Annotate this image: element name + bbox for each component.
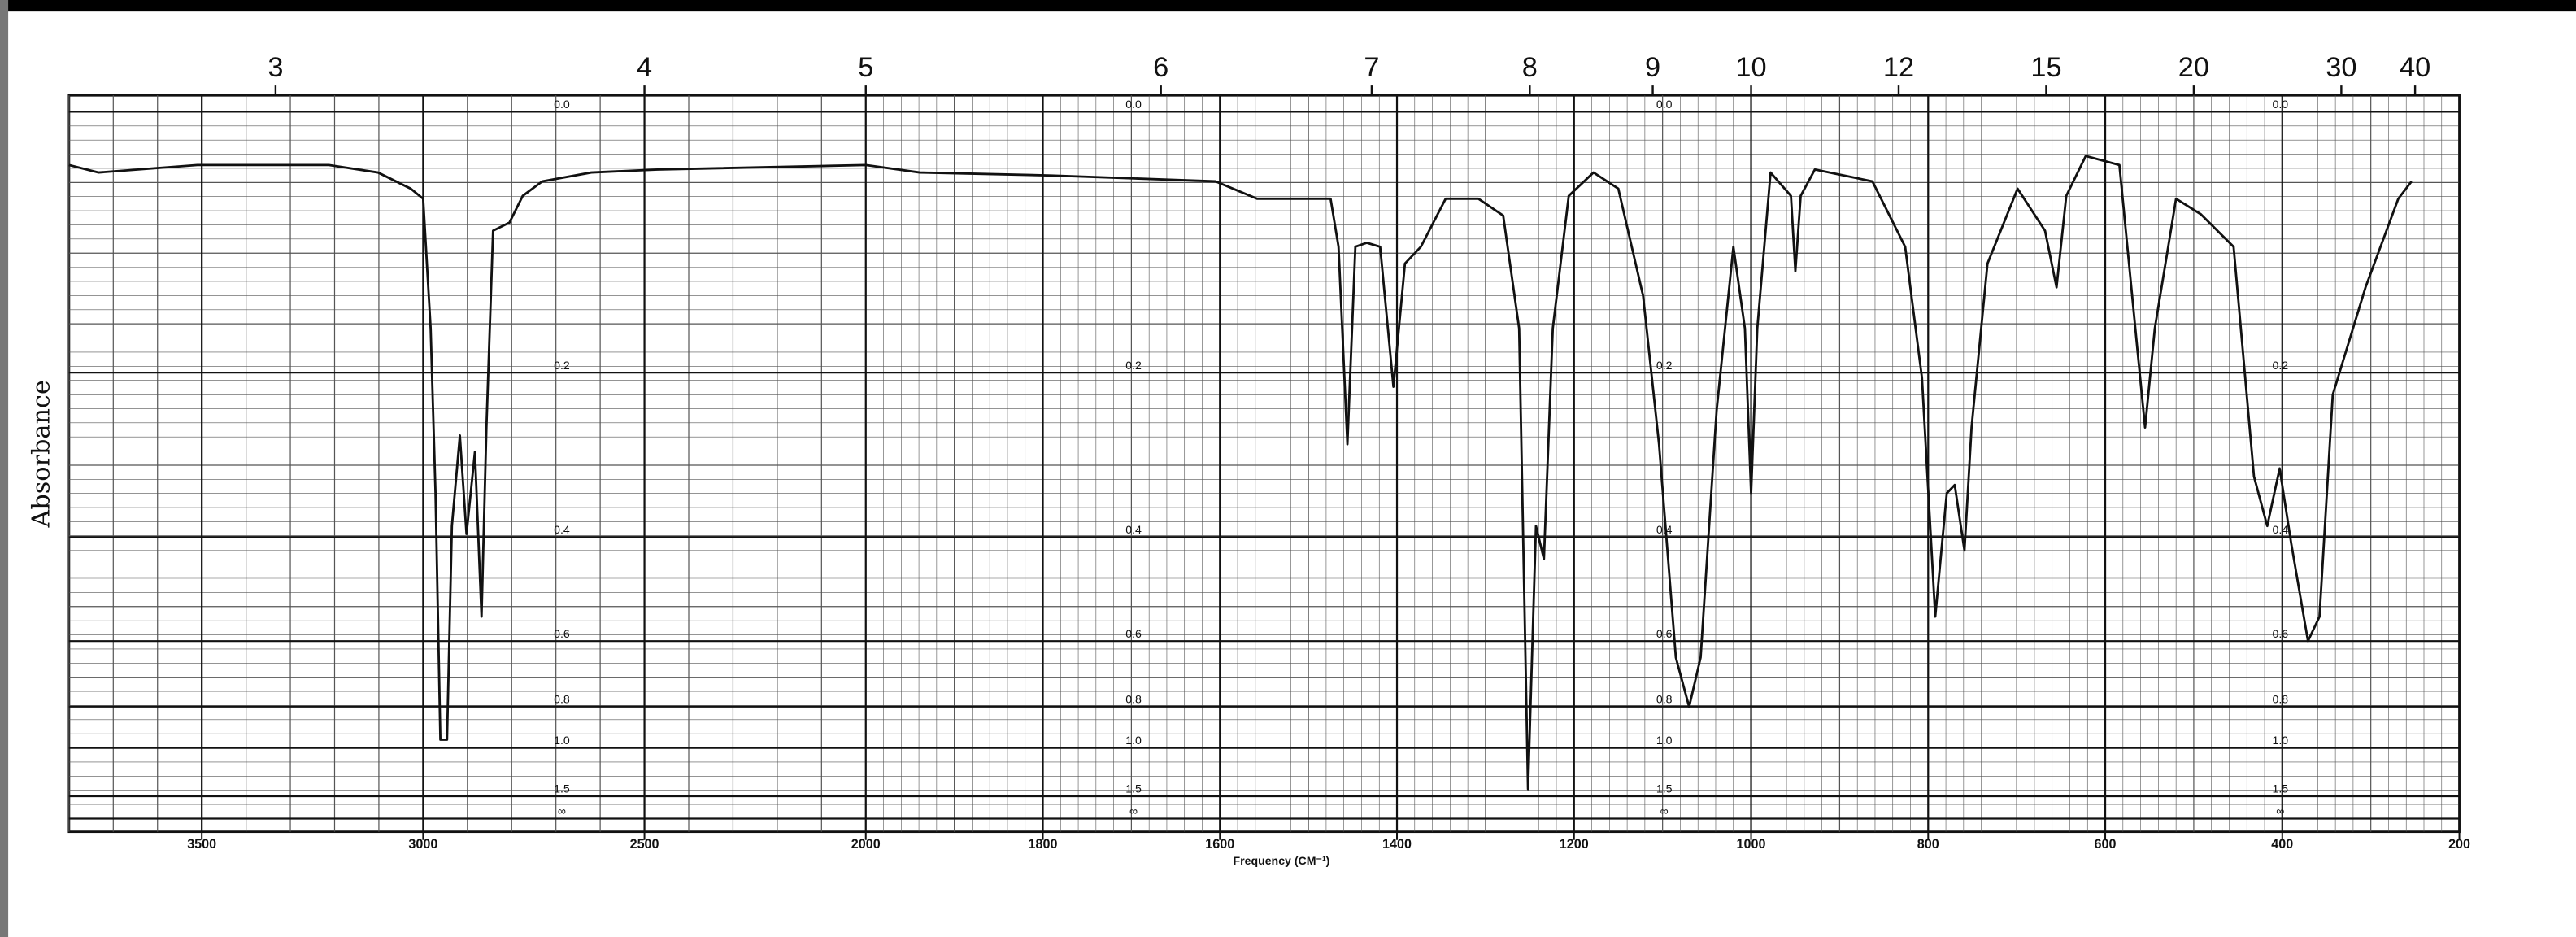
y-tick-label: 0.2 xyxy=(1656,359,1673,372)
x-tick-label: 2500 xyxy=(630,837,659,852)
x2-tick-label: 30 xyxy=(2326,52,2356,83)
x2-tick-label: 12 xyxy=(1883,52,1914,83)
x-tick-label: 1000 xyxy=(1737,837,1766,852)
top-border xyxy=(0,0,2576,12)
y-tick-label: 0.8 xyxy=(1125,692,1142,705)
x-tick-label: 1400 xyxy=(1382,837,1412,852)
y-tick-label: 1.0 xyxy=(554,734,570,747)
x2-tick-label: 5 xyxy=(858,52,873,83)
x-tick-label: 800 xyxy=(1917,837,1939,852)
x-tick-label: 400 xyxy=(2271,837,2293,852)
x-tick-label: 1200 xyxy=(1560,837,1589,852)
spectrum-line xyxy=(68,155,2413,791)
y-tick-label: ∞ xyxy=(2276,804,2284,817)
x-tick-label: 3000 xyxy=(408,837,437,852)
x2-tick-label: 6 xyxy=(1153,52,1168,83)
y-tick-label: 0.6 xyxy=(1656,627,1673,640)
y-tick-label: 0.8 xyxy=(554,692,570,705)
x2-tick-label: 20 xyxy=(2178,52,2209,83)
y-tick-label: 1.0 xyxy=(2273,734,2289,747)
y-tick-label: 0.2 xyxy=(1125,359,1142,372)
y-tick-label: 0.6 xyxy=(554,627,570,640)
y-tick-label: 1.5 xyxy=(2273,782,2289,795)
y-tick-label: 0.4 xyxy=(1125,523,1142,536)
x2-tick-label: 40 xyxy=(2400,52,2430,83)
x-tick-label: 200 xyxy=(2448,837,2470,852)
x-tick-label: 3500 xyxy=(187,837,216,852)
x-axis-label: Frequency (CM⁻¹) xyxy=(1233,854,1329,867)
y-tick-label: ∞ xyxy=(1129,804,1138,817)
x2-tick-label: 3 xyxy=(268,52,283,83)
x2-tick-label: 7 xyxy=(1364,52,1379,83)
y-tick-label: 0.2 xyxy=(554,359,570,372)
x2-tick-label: 10 xyxy=(1735,52,1766,83)
y-tick-label: 1.5 xyxy=(1125,782,1142,795)
y-tick-label: 0.4 xyxy=(1656,523,1673,536)
x2-tick-label: 4 xyxy=(637,52,652,83)
y-tick-label: 0.6 xyxy=(1125,627,1142,640)
y-tick-label: 0.8 xyxy=(2273,692,2289,705)
y-tick-label: 0.0 xyxy=(2273,98,2289,111)
x-tick-label: 1800 xyxy=(1029,837,1058,852)
y-tick-label: ∞ xyxy=(1660,804,1669,817)
y-tick-label: 0.6 xyxy=(2273,627,2289,640)
x-tick-label: 600 xyxy=(2095,837,2117,852)
y-tick-label: 0.4 xyxy=(2273,523,2289,536)
y-tick-label: 0.0 xyxy=(1125,98,1142,111)
x2-tick-label: 9 xyxy=(1645,52,1660,83)
y-tick-label: ∞ xyxy=(558,804,566,817)
y-tick-label: 0.2 xyxy=(2273,359,2289,372)
plot-frame xyxy=(67,94,2461,834)
y-tick-label: 1.0 xyxy=(1656,734,1673,747)
x-tick-label: 2000 xyxy=(851,837,881,852)
y-tick-label: 1.5 xyxy=(1656,782,1673,795)
y-tick-label: 1.5 xyxy=(554,782,570,795)
x2-tick-label: 8 xyxy=(1522,52,1538,83)
x-tick-label: 1600 xyxy=(1205,837,1234,852)
y-tick-label: 0.4 xyxy=(554,523,570,536)
left-border xyxy=(0,0,9,937)
y-tick-label: 1.0 xyxy=(1125,734,1142,747)
y-tick-label: 0.0 xyxy=(1656,98,1673,111)
y-axis-label: Absorbance xyxy=(28,380,56,528)
x2-tick-label: 15 xyxy=(2030,52,2061,83)
y-tick-label: 0.8 xyxy=(1656,692,1673,705)
y-tick-label: 0.0 xyxy=(554,98,570,111)
